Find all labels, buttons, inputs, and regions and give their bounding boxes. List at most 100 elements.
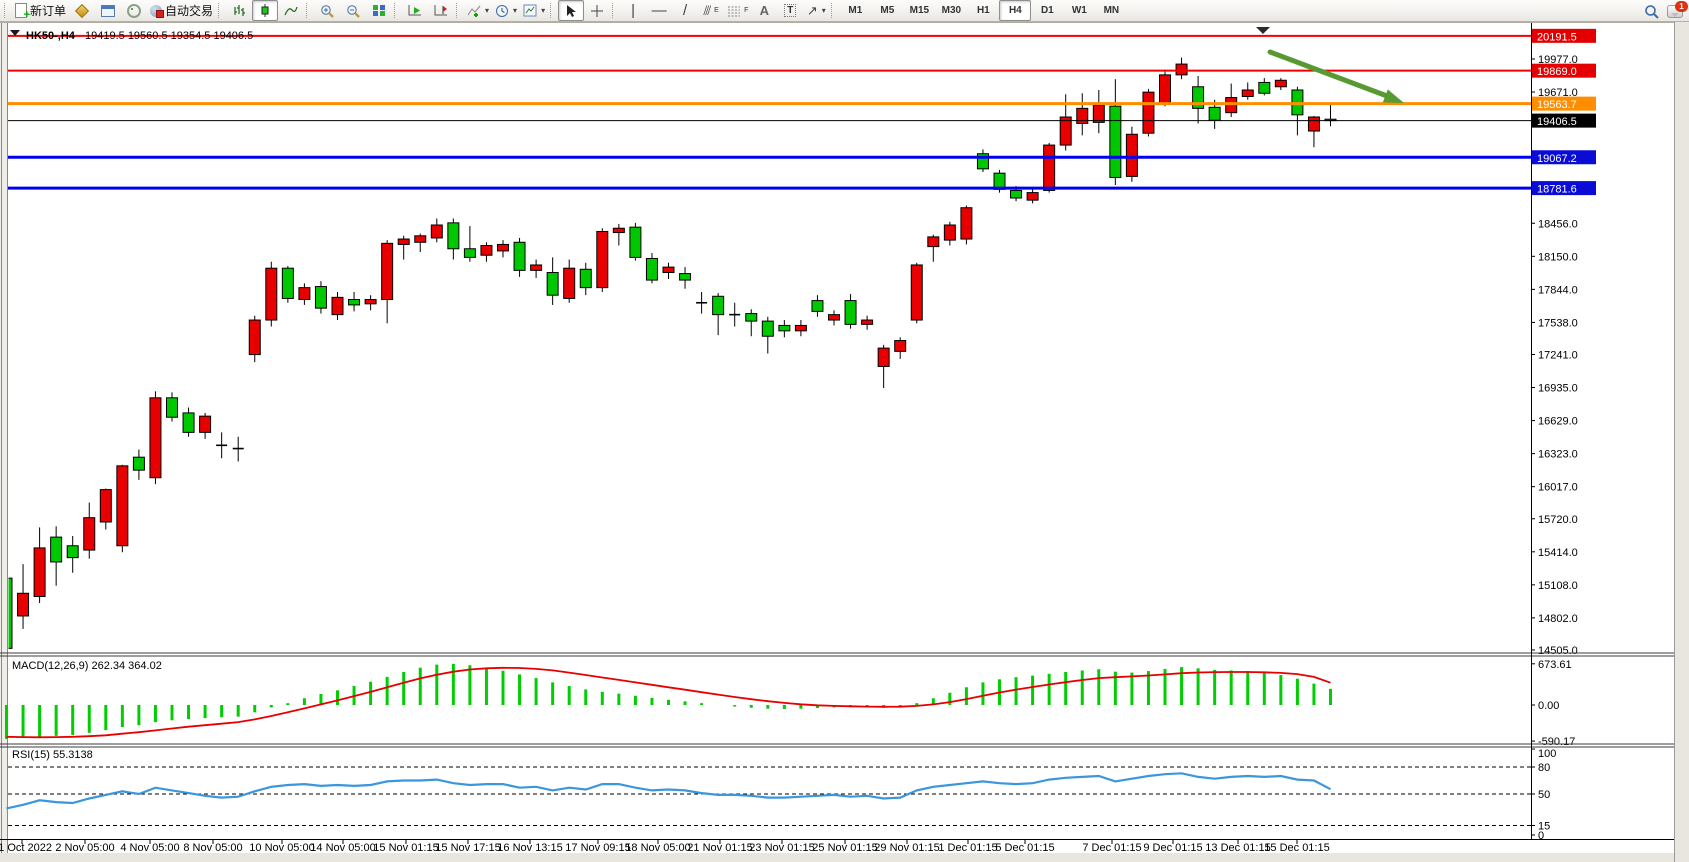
candle xyxy=(414,235,427,243)
time-tick-label: 5 Dec 01:15 xyxy=(995,842,1054,854)
rsi-indicator: 100 80 50 150 xyxy=(6,748,1556,842)
vertical-line-button[interactable]: | xyxy=(620,0,646,21)
trendline-icon: / xyxy=(682,2,688,19)
time-tick-label: 21 Nov 01:15 xyxy=(687,842,752,854)
right-scroll-strip[interactable] xyxy=(1674,22,1689,862)
rsi-tick-label: 50 xyxy=(1538,789,1550,801)
candle xyxy=(943,224,956,241)
price-badge xyxy=(1532,63,1596,78)
chart-shift-button[interactable] xyxy=(428,0,454,21)
zoom-out-icon xyxy=(347,4,360,18)
notifications-icon[interactable]: 1 xyxy=(1667,0,1688,18)
candle xyxy=(33,547,46,598)
candle xyxy=(894,340,907,352)
chart-shift-marker[interactable] xyxy=(1256,27,1270,34)
time-tick-label: 8 Nov 05:00 xyxy=(183,842,242,854)
price-tick-label: 17538.0 xyxy=(1538,317,1578,329)
timeframe-button-h1[interactable]: H1 xyxy=(976,5,990,16)
toolbar-grip[interactable] xyxy=(456,3,460,18)
search-icon[interactable] xyxy=(1644,4,1659,19)
horizontal-line-button[interactable]: — xyxy=(646,0,672,21)
toolbar-grip[interactable] xyxy=(218,3,222,18)
chart-area[interactable]: 19977.0 19671.0 18456.0 18150.0 17844.0 17538… xyxy=(0,22,1689,862)
toolbar-grip[interactable] xyxy=(4,3,8,18)
macd-tick-label: -590.17 xyxy=(1538,736,1575,748)
cursor-button[interactable] xyxy=(558,0,585,21)
bar-chart-button[interactable] xyxy=(226,0,252,21)
toolbar-grip[interactable] xyxy=(306,3,310,18)
candle xyxy=(1010,189,1023,199)
time-tick-label: 9 Dec 01:15 xyxy=(1143,842,1202,854)
text-button[interactable]: A xyxy=(751,0,777,21)
candle xyxy=(1092,104,1105,123)
symbol-dropdown-icon[interactable] xyxy=(10,30,20,36)
terminal-button[interactable] xyxy=(121,0,147,21)
market-watch-button[interactable] xyxy=(69,0,95,21)
chart-title: HK50-,H4 19419.5 19560.5 19354.5 19406.5 xyxy=(10,30,253,42)
candle xyxy=(83,517,96,551)
price-badge xyxy=(1532,150,1596,165)
trend-arrow-annotation[interactable] xyxy=(1267,49,1404,103)
candle xyxy=(761,320,774,337)
macd-label: MACD(12,26,9) 262.34 364.02 xyxy=(12,660,162,672)
toolbar-grip[interactable] xyxy=(394,3,398,18)
zoom-out-button[interactable] xyxy=(340,0,366,21)
autotrading-label: 自动交易 xyxy=(165,4,214,18)
autotrading-button[interactable]: 自动交易 xyxy=(147,0,216,21)
channel-button[interactable]: ⫻ E xyxy=(698,0,724,21)
chart-canvas[interactable]: 19977.0 19671.0 18456.0 18150.0 17844.0 17538… xyxy=(0,22,1689,862)
candle xyxy=(397,238,410,245)
price-tick-label: 16629.0 xyxy=(1538,416,1578,428)
vertical-line-icon: | xyxy=(631,2,636,19)
left-window-border xyxy=(0,22,8,853)
timeframe-button-w1[interactable]: W1 xyxy=(1071,5,1087,16)
templates-button[interactable]: ▾ xyxy=(520,0,548,21)
time-tick-label: 16 Nov 13:15 xyxy=(497,842,562,854)
timeframe-button-m30[interactable]: M30 xyxy=(941,5,962,16)
line-chart-button[interactable] xyxy=(278,0,304,21)
chevron-down-icon: ▾ xyxy=(821,6,826,15)
candle xyxy=(778,324,791,332)
auto-scroll-button[interactable] xyxy=(402,0,428,21)
trendline-button[interactable]: / xyxy=(672,0,698,21)
timeframe-button-mn[interactable]: MN xyxy=(1103,5,1120,16)
candle xyxy=(861,319,874,325)
tile-windows-button[interactable] xyxy=(366,0,392,21)
timeframe-button-m15[interactable]: M15 xyxy=(909,5,930,16)
horizontal-level-lines[interactable]: 20191.5 19869.0 19563.7 19406.5 19067.2 18781… xyxy=(8,28,1596,196)
candle xyxy=(17,592,30,617)
indicators-button[interactable]: ▾ xyxy=(464,0,492,21)
price-tick-label: 18150.0 xyxy=(1538,251,1578,263)
new-order-button[interactable]: 新订单 xyxy=(12,0,69,21)
arrows-button[interactable]: ↗ ▾ xyxy=(803,0,829,21)
main-toolbar: 新订单 自动交易 xyxy=(0,0,1689,22)
candle xyxy=(1026,192,1039,201)
timeframe-button-h4[interactable]: H4 xyxy=(999,0,1032,21)
timeframe-button-m5[interactable]: M5 xyxy=(880,5,895,16)
zoom-in-button[interactable] xyxy=(314,0,340,21)
fibonacci-letter: F xyxy=(744,7,749,14)
candle xyxy=(579,268,592,289)
candle xyxy=(463,248,476,258)
candlestick-chart-button[interactable] xyxy=(252,0,279,21)
toolbar-grip[interactable] xyxy=(550,3,554,18)
candle xyxy=(596,230,609,289)
candle xyxy=(99,489,112,523)
periods-button[interactable]: ▾ xyxy=(492,0,520,21)
price-tick-label: 17241.0 xyxy=(1538,349,1578,361)
candle xyxy=(927,236,940,248)
navigator-button[interactable] xyxy=(95,0,121,21)
price-axis[interactable]: 19977.0 19671.0 18456.0 18150.0 17844.0 17538… xyxy=(1531,54,1578,657)
timeframe-button-m1[interactable]: M1 xyxy=(848,5,863,16)
candle xyxy=(1109,105,1122,178)
toolbar-grip[interactable] xyxy=(612,3,616,18)
crosshair-button[interactable] xyxy=(584,0,610,21)
candle xyxy=(910,264,923,321)
timeframe-button-d1[interactable]: D1 xyxy=(1040,5,1054,16)
rsi-tick-label: 15 xyxy=(1538,821,1550,833)
fibonacci-button[interactable]: F xyxy=(724,0,751,21)
text-label-button[interactable]: T xyxy=(777,0,803,21)
toolbar-grip[interactable] xyxy=(831,3,835,18)
price-badge-label: 19406.5 xyxy=(1537,116,1577,128)
